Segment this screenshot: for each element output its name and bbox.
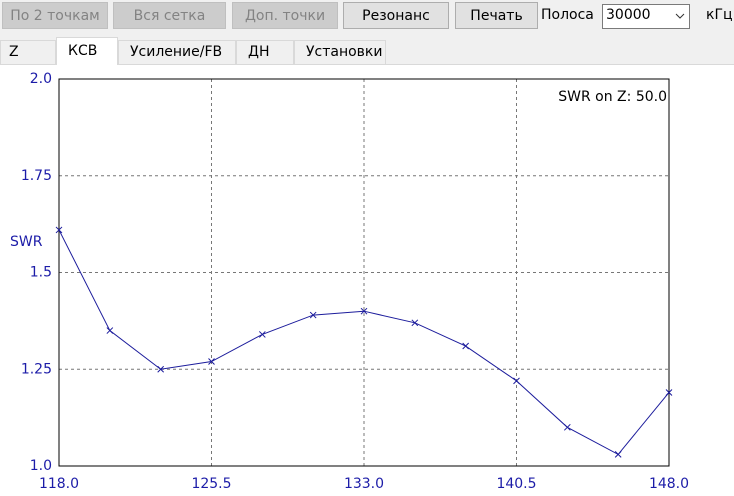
y-tick-label: 2.0 — [30, 71, 52, 87]
data-point — [462, 342, 470, 350]
chevron — [675, 13, 685, 19]
band-unit: кГц — [706, 7, 733, 23]
band-label: Полоса — [541, 7, 594, 23]
x-tick-label: 118.0 — [39, 476, 79, 492]
data-line — [58, 229, 670, 456]
data-point — [55, 226, 63, 234]
data-point — [157, 365, 165, 373]
data-point — [665, 389, 673, 396]
data-point — [563, 423, 571, 431]
y-tick-label: 1.5 — [30, 265, 52, 281]
data-point — [360, 307, 368, 315]
tab[interactable]: Усиление/FB — [118, 40, 236, 64]
y-axis-label: SWR — [10, 234, 43, 250]
y-tick-label: 1.25 — [21, 361, 52, 377]
toolbar-button: Доп. точки — [232, 2, 338, 29]
data-point — [614, 451, 622, 458]
chart: SWR on Z: 50.0 SWR 1.0 1.25 1.5 1.75 2.0 118.… — [0, 64, 734, 496]
tab[interactable]: КСВ — [56, 37, 118, 65]
y-tick-label: 1.75 — [21, 168, 52, 184]
tab[interactable]: Установки — [294, 40, 386, 64]
tab[interactable]: ДН — [236, 40, 294, 64]
band-select[interactable]: 30000 — [602, 4, 690, 29]
data-point — [513, 377, 520, 385]
band-value: 30000 — [606, 7, 651, 23]
annotation: SWR on Z: 50.0 — [558, 89, 667, 105]
data-point — [309, 311, 317, 319]
x-tick-label: 133.0 — [344, 476, 384, 492]
toolbar-button[interactable]: Резонанс — [343, 2, 449, 29]
toolbar-button[interactable]: Печать — [455, 2, 538, 29]
x-tick-label: 140.5 — [496, 476, 536, 492]
y-tick-label: 1.0 — [30, 458, 52, 474]
plot-frame — [58, 78, 670, 467]
tab[interactable]: Z — [0, 40, 56, 64]
data-point — [208, 358, 215, 365]
data-point — [106, 327, 114, 334]
x-tick-label: 148.0 — [649, 476, 689, 492]
x-tick-label: 125.5 — [191, 476, 231, 492]
data-point — [411, 319, 419, 327]
toolbar-button: По 2 точкам — [2, 2, 108, 29]
toolbar-button: Вся сетка — [113, 2, 226, 29]
data-point — [258, 331, 266, 338]
